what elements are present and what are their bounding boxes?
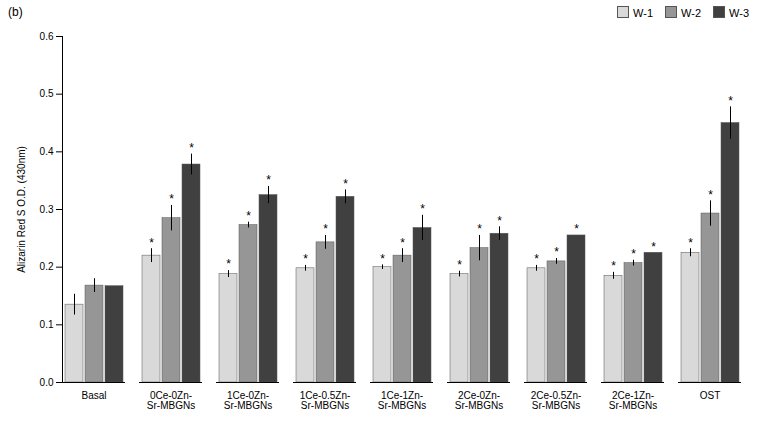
svg-text:*: *: [343, 177, 348, 191]
svg-text:*: *: [457, 258, 462, 272]
svg-text:*: *: [400, 236, 405, 250]
svg-text:*: *: [728, 94, 733, 108]
svg-text:1Ce-0.5Zn-Sr-MBGNs: 1Ce-0.5Zn-Sr-MBGNs: [300, 390, 351, 411]
svg-text:*: *: [226, 257, 231, 271]
svg-text:*: *: [380, 252, 385, 266]
svg-text:*: *: [420, 202, 425, 216]
svg-text:*: *: [189, 141, 194, 155]
svg-text:0.3: 0.3: [40, 204, 54, 215]
svg-text:*: *: [554, 245, 559, 259]
svg-text:0.5: 0.5: [40, 88, 54, 99]
svg-text:2Ce-0Zn-Sr-MBGNs: 2Ce-0Zn-Sr-MBGNs: [455, 390, 503, 411]
svg-text:*: *: [266, 173, 271, 187]
svg-text:2Ce-0.5Zn-Sr-MBGNs: 2Ce-0.5Zn-Sr-MBGNs: [531, 390, 582, 411]
svg-text:*: *: [323, 222, 328, 236]
svg-text:1Ce-1Zn-Sr-MBGNs: 1Ce-1Zn-Sr-MBGNs: [378, 390, 426, 411]
svg-text:1Ce-0Zn-Sr-MBGNs: 1Ce-0Zn-Sr-MBGNs: [224, 390, 272, 411]
html-text:(b): (b): [8, 5, 23, 19]
svg-text:OST: OST: [700, 390, 721, 401]
svg-text:0.2: 0.2: [40, 261, 54, 272]
svg-text:0Ce-0Zn-Sr-MBGNs: 0Ce-0Zn-Sr-MBGNs: [147, 390, 195, 411]
svg-text:*: *: [303, 252, 308, 266]
html-text:W-1: W-1: [633, 6, 654, 19]
svg-text:Alizarin Red S O.D. (430nm): Alizarin Red S O.D. (430nm): [16, 146, 27, 273]
html-text:W-3: W-3: [729, 6, 749, 19]
svg-text:*: *: [477, 222, 482, 236]
svg-text:0.4: 0.4: [40, 146, 54, 157]
svg-text:*: *: [246, 209, 251, 223]
svg-text:0.1: 0.1: [40, 319, 54, 330]
svg-text:*: *: [688, 236, 693, 250]
svg-text:*: *: [631, 247, 636, 261]
svg-text:2Ce-1Zn-Sr-MBGNs: 2Ce-1Zn-Sr-MBGNs: [609, 390, 657, 411]
svg-text:0.0: 0.0: [40, 377, 54, 388]
svg-text:*: *: [149, 236, 154, 250]
svg-text:*: *: [169, 192, 174, 206]
svg-text:*: *: [651, 240, 656, 254]
html-text:W-2: W-2: [681, 6, 701, 19]
svg-text:0.6: 0.6: [40, 31, 54, 42]
svg-text:*: *: [708, 188, 713, 202]
svg-text:Basal: Basal: [81, 390, 106, 401]
svg-text:*: *: [534, 252, 539, 266]
svg-text:*: *: [497, 214, 502, 228]
svg-text:*: *: [611, 259, 616, 273]
svg-text:*: *: [574, 222, 579, 236]
